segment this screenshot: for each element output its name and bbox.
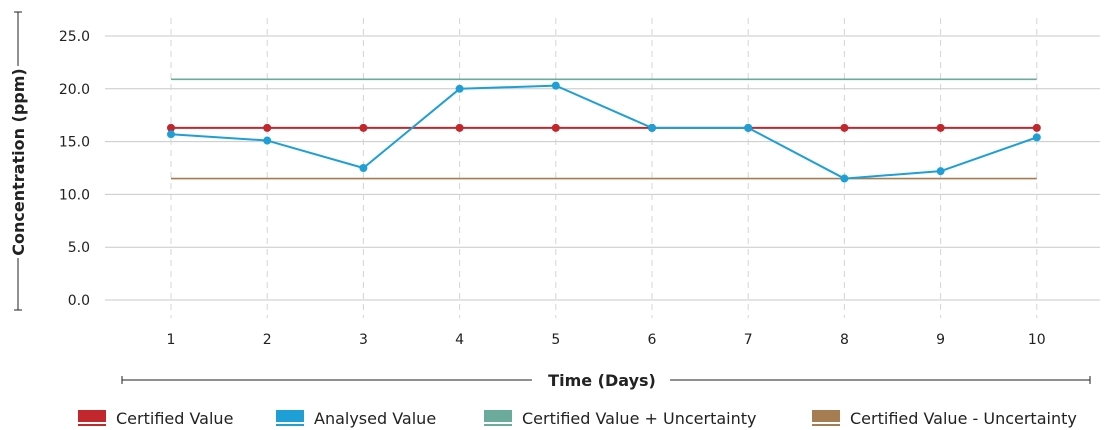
legend-item-certified-minus-uncertainty: Certified Value - Uncertainty [812,406,1077,430]
data-point-analysed-value [648,123,656,132]
legend-label-analysed-value: Analysed Value [314,408,437,428]
y-tick-label: 10.0 [59,187,90,203]
legend-label-certified-value: Certified Value [116,408,234,428]
data-point-certified-value [936,123,945,132]
axes: Concentration (ppm) Time (Days) [9,11,1091,390]
data-point-analysed-value [840,174,849,183]
x-tick-label: 10 [1028,332,1046,348]
series-line-analysed-value [170,84,1038,180]
data-point-certified-value [167,123,175,132]
y-tick-label: 25.0 [59,29,90,45]
x-tick-label: 8 [840,332,849,348]
y-tick-label: 5.0 [68,240,90,256]
legend-swatch-certified-plus-uncertainty [484,410,512,426]
data-point-analysed-value [359,164,368,172]
legend-swatch-certified-value [78,410,106,426]
data-point-analysed-value [455,84,464,93]
data-point-analysed-value [936,167,945,176]
y-axis-title: Concentration (ppm) [9,68,28,255]
legend-swatch-analysed-value [276,410,304,426]
data-point-certified-value [840,123,849,132]
legend-item-certified-value: Certified Value [78,406,233,430]
data-point-analysed-value [167,130,175,139]
x-tick-label: 3 [359,332,368,348]
data-point-analysed-value [744,123,753,132]
data-point-certified-value [551,123,560,132]
data-point-certified-value [1032,123,1041,132]
legend-swatch-certified-minus-uncertainty [812,410,840,426]
legend-item-analysed-value: Analysed Value [276,406,436,430]
legend-label-certified-minus-uncertainty: Certified Value - Uncertainty [850,408,1077,428]
legend: Certified Value Analysed Value Certified… [0,406,1112,430]
legend-item-certified-plus-uncertainty: Certified Value + Uncertainty [484,406,756,430]
x-tick-label: 4 [455,332,464,348]
data-point-analysed-value [551,81,560,90]
data-point-analysed-value [1032,133,1041,142]
x-tick-label: 1 [167,332,176,348]
y-tick-label: 0.0 [68,293,90,309]
y-tick-label: 20.0 [59,82,90,98]
x-axis-title: Time (Days) [548,371,656,390]
series [167,78,1041,183]
y-tick-label: 15.0 [59,135,90,151]
grid: 0.0 5.0 10.0 15.0 20.0 25.0 1 2 3 4 5 6 7 8 9 10 [59,18,1100,348]
data-point-analysed-value [263,136,272,145]
x-tick-label: 5 [551,332,560,348]
x-tick-label: 6 [648,332,657,348]
data-point-certified-value [455,123,464,132]
data-point-certified-value [263,123,272,132]
x-tick-label: 9 [936,332,945,348]
x-tick-label: 2 [263,332,272,348]
data-point-certified-value [359,123,368,132]
legend-label-certified-plus-uncertainty: Certified Value + Uncertainty [522,408,757,428]
x-tick-label: 7 [744,332,753,348]
